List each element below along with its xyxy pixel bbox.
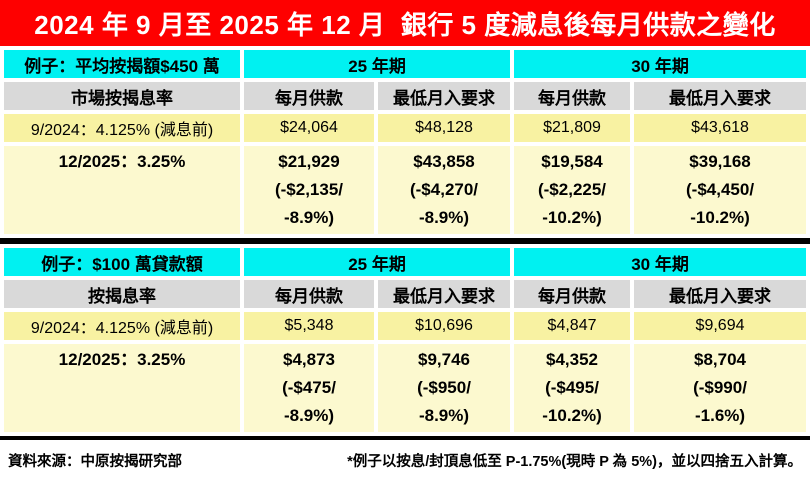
- value-line: $4,352: [546, 350, 599, 369]
- table2-header-monthly-25: 每月供款: [244, 280, 374, 308]
- table2-before-income-30: $9,694: [634, 312, 807, 340]
- table1-after-income-30: $39,168 (-$4,450/ -10.2%): [634, 146, 807, 234]
- data-source-label: 資料來源：中原按揭研究部: [8, 454, 182, 470]
- table2-after-rate-label: 12/2025：3.25%: [4, 344, 240, 432]
- change-amount-line: (-$4,270/: [409, 180, 479, 199]
- table2-after-monthly-25: $4,873 (-$475/ -8.9%): [244, 344, 374, 432]
- table1-row-before-cut: 9/2024：4.125% (減息前) $24,064 $48,128 $21,…: [4, 114, 807, 142]
- table2-before-monthly-30: $4,847: [514, 312, 631, 340]
- table-divider: [0, 238, 810, 244]
- table2-rate-header: 按揭息率: [4, 280, 240, 308]
- change-amount-line: (-$950/: [417, 378, 471, 397]
- change-amount-line: (-$495/: [545, 378, 599, 397]
- table2-after-monthly-30: $4,352 (-$495/ -10.2%): [514, 344, 631, 432]
- table1-after-monthly-25: $21,929 (-$2,135/ -8.9%): [244, 146, 374, 234]
- table1-header-monthly-30: 每月供款: [514, 82, 631, 110]
- table2-column-header-row: 按揭息率 每月供款 最低月入要求 每月供款 最低月入要求: [4, 280, 807, 308]
- table2-after-income-30: $8,704 (-$990/ -1.6%): [634, 344, 807, 432]
- value-line: $39,168: [689, 152, 751, 171]
- table1-before-monthly-30: $21,809: [514, 114, 631, 142]
- table1-header-monthly-25: 每月供款: [244, 82, 374, 110]
- table2-after-income-25: $9,746 (-$950/ -8.9%): [378, 344, 511, 432]
- table2-row-after-cut: 12/2025：3.25% $4,873 (-$475/ -8.9%) $9,7…: [4, 344, 807, 432]
- change-percent-line: -1.6%): [694, 406, 746, 425]
- change-percent-line: -10.2%): [690, 208, 750, 227]
- change-amount-line: (-$2,135/: [274, 180, 344, 199]
- change-percent-line: -10.2%): [542, 406, 602, 425]
- table1-term-25yr: 25 年期: [244, 50, 511, 78]
- change-amount-line: (-$475/: [282, 378, 336, 397]
- table1-column-header-row: 市場按揭息率 每月供款 最低月入要求 每月供款 最低月入要求: [4, 82, 807, 110]
- table2-header-income-30: 最低月入要求: [634, 280, 807, 308]
- table2-before-monthly-25: $5,348: [244, 312, 374, 340]
- value-line: $43,858: [413, 152, 475, 171]
- table1-after-rate-label: 12/2025：3.25%: [4, 146, 240, 234]
- table2-term-header-row: 例子：$100 萬貸款額 25 年期 30 年期: [4, 248, 807, 276]
- table1-before-income-30: $43,618: [634, 114, 807, 142]
- table1-after-monthly-30: $19,584 (-$2,225/ -10.2%): [514, 146, 631, 234]
- table2-term-25yr: 25 年期: [244, 248, 511, 276]
- footer: 資料來源：中原按揭研究部 *例子以按息/封頂息低至 P-1.75%(現時 P 為…: [0, 440, 810, 471]
- page-title: 2024 年 9 月至 2025 年 12 月 銀行 5 度減息後每月供款之變化: [0, 0, 810, 46]
- change-amount-line: (-$990/: [693, 378, 747, 397]
- table1-after-income-25: $43,858 (-$4,270/ -8.9%): [378, 146, 511, 234]
- table2-before-rate-label: 9/2024：4.125% (減息前): [4, 312, 240, 340]
- value-line: $21,929: [278, 152, 340, 171]
- table1-before-income-25: $48,128: [378, 114, 511, 142]
- table1-before-rate-label: 9/2024：4.125% (減息前): [4, 114, 240, 142]
- table-average-mortgage-450: 例子：平均按揭額$450 萬 25 年期 30 年期 市場按揭息率 每月供款 最…: [0, 46, 810, 238]
- value-line: $19,584: [541, 152, 603, 171]
- table1-term-header-row: 例子：平均按揭額$450 萬 25 年期 30 年期: [4, 50, 807, 78]
- footnote: *例子以按息/封頂息低至 P-1.75%(現時 P 為 5%)，並以四捨五入計算…: [347, 454, 802, 470]
- table2-header-income-25: 最低月入要求: [378, 280, 511, 308]
- table1-row-after-cut: 12/2025：3.25% $21,929 (-$2,135/ -8.9%) $…: [4, 146, 807, 234]
- table-loan-100: 例子：$100 萬貸款額 25 年期 30 年期 按揭息率 每月供款 最低月入要…: [0, 244, 810, 436]
- change-amount-line: (-$2,225/: [537, 180, 607, 199]
- change-percent-line: -8.9%): [418, 406, 470, 425]
- table1-header-income-30: 最低月入要求: [634, 82, 807, 110]
- table1-rate-header: 市場按揭息率: [4, 82, 240, 110]
- value-line: $8,704: [694, 350, 747, 369]
- table2-header-monthly-30: 每月供款: [514, 280, 631, 308]
- table1-before-monthly-25: $24,064: [244, 114, 374, 142]
- table1-header-income-25: 最低月入要求: [378, 82, 511, 110]
- change-amount-line: (-$4,450/: [686, 180, 755, 199]
- change-percent-line: -10.2%): [542, 208, 602, 227]
- table1-term-30yr: 30 年期: [514, 50, 807, 78]
- change-percent-line: -8.9%): [283, 406, 335, 425]
- table-bottom-border: [0, 436, 810, 440]
- table2-example-label: 例子：$100 萬貸款額: [4, 248, 240, 276]
- change-percent-line: -8.9%): [418, 208, 470, 227]
- table1-example-label: 例子：平均按揭額$450 萬: [4, 50, 240, 78]
- table2-term-30yr: 30 年期: [514, 248, 807, 276]
- value-line: $9,746: [418, 350, 470, 369]
- table2-row-before-cut: 9/2024：4.125% (減息前) $5,348 $10,696 $4,84…: [4, 312, 807, 340]
- change-percent-line: -8.9%): [283, 208, 335, 227]
- table2-before-income-25: $10,696: [378, 312, 511, 340]
- value-line: $4,873: [283, 350, 335, 369]
